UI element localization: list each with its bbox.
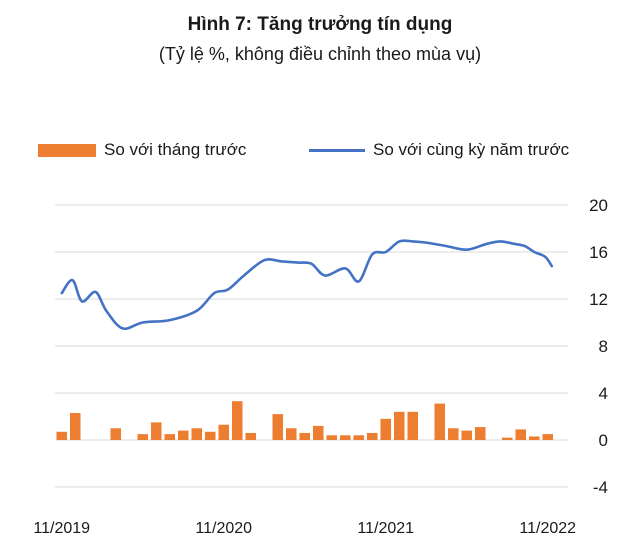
monthly-bar bbox=[137, 434, 149, 440]
monthly-bar bbox=[326, 435, 338, 440]
x-tick-label: 11/2022 bbox=[519, 520, 576, 537]
legend-label-yoy: So với cùng kỳ năm trước bbox=[373, 140, 570, 159]
monthly-bar bbox=[353, 435, 365, 440]
legend-swatch-bar bbox=[38, 143, 96, 157]
monthly-bar bbox=[231, 401, 243, 440]
x-tick-label: 11/2019 bbox=[33, 520, 90, 537]
yoy-line bbox=[60, 239, 554, 331]
monthly-bar bbox=[447, 428, 459, 440]
y-axis-labels: -4 0 4 8 12 16 20 bbox=[589, 196, 608, 497]
monthly-bar bbox=[164, 434, 176, 440]
x-axis-labels: 11/2019 11/2020 11/2021 11/2022 bbox=[33, 520, 576, 537]
monthly-bar bbox=[339, 435, 351, 440]
monthly-bar bbox=[69, 412, 81, 440]
monthly-bar bbox=[285, 428, 297, 440]
y-tick-label: 20 bbox=[589, 196, 608, 215]
monthly-bar bbox=[528, 436, 540, 440]
y-tick-label: 16 bbox=[589, 243, 608, 262]
monthly-bar bbox=[272, 414, 284, 440]
monthly-bar bbox=[110, 428, 122, 440]
monthly-bar bbox=[191, 428, 203, 440]
legend-item-yoy: So với cùng kỳ năm trước bbox=[309, 140, 569, 160]
y-tick-label: -4 bbox=[593, 478, 608, 497]
monthly-bar bbox=[245, 432, 257, 440]
legend-label-monthly: So với tháng trước bbox=[104, 140, 247, 159]
monthly-bar bbox=[393, 411, 405, 440]
monthly-bar bbox=[474, 427, 486, 440]
y-tick-label: 12 bbox=[589, 290, 608, 309]
monthly-bar bbox=[366, 432, 378, 440]
chart-title: Hình 7: Tăng trưởng tín dụng bbox=[187, 14, 453, 35]
monthly-bar bbox=[204, 431, 216, 440]
chart-subtitle: (Tỷ lệ %, không điều chỉnh theo mùa vụ) bbox=[158, 44, 482, 64]
monthly-bar bbox=[218, 424, 230, 440]
monthly-bar bbox=[434, 403, 446, 440]
monthly-bars bbox=[56, 401, 554, 440]
monthly-bar bbox=[299, 432, 311, 440]
monthly-bar bbox=[177, 430, 189, 440]
monthly-bar bbox=[515, 429, 527, 440]
legend-item-monthly: So với tháng trước bbox=[38, 140, 246, 160]
monthly-bar bbox=[56, 431, 68, 440]
monthly-bar bbox=[501, 437, 513, 440]
monthly-bar bbox=[312, 425, 324, 440]
x-tick-label: 11/2021 bbox=[357, 520, 414, 537]
monthly-bar bbox=[461, 430, 473, 440]
monthly-bar bbox=[542, 434, 554, 440]
monthly-bar bbox=[380, 418, 392, 440]
chart-legend: So với tháng trước So với cùng kỳ năm tr… bbox=[38, 140, 628, 164]
y-tick-label: 0 bbox=[599, 431, 608, 450]
y-tick-label: 4 bbox=[599, 384, 608, 403]
legend-swatch-line bbox=[309, 148, 365, 152]
yoy-series-line bbox=[60, 239, 554, 331]
grid-lines bbox=[55, 204, 568, 488]
monthly-bar bbox=[407, 411, 419, 440]
monthly-bar bbox=[150, 422, 162, 440]
x-tick-label: 11/2020 bbox=[195, 520, 252, 537]
y-tick-label: 8 bbox=[599, 337, 608, 356]
